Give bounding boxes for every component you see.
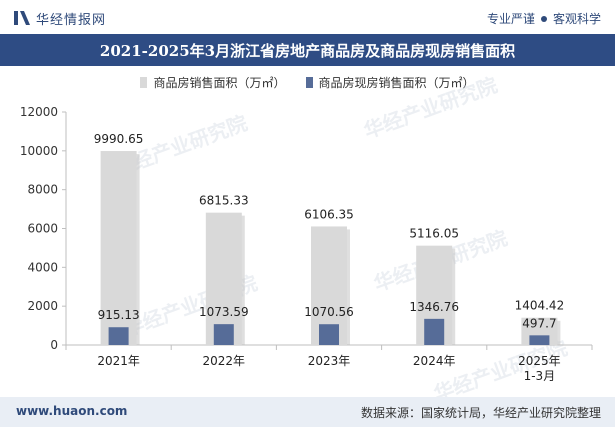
y-tick-label: 2000 [27, 299, 58, 313]
x-tick-label: 2024年 [413, 354, 456, 368]
brand-name: 华经情报网 [36, 12, 107, 28]
bar-spot [424, 318, 445, 345]
slogan-dot-icon [540, 15, 547, 22]
y-tick-label: 0 [50, 338, 58, 352]
legend-swatch-sales [140, 76, 148, 88]
data-label-sales: 6815.33 [199, 194, 249, 208]
y-tick-label: 8000 [27, 183, 58, 197]
legend-label-sales: 商品房销售面积（万㎡） [153, 75, 286, 90]
data-label-spot: 497.7 [522, 316, 556, 330]
bar-sales [100, 151, 137, 345]
top-bar: 华经情报网 专业严谨 客观科学 [0, 0, 615, 34]
x-tick-label: 2023年 [308, 354, 351, 368]
legend-label-spot: 商品房现房销售面积（万㎡） [318, 75, 475, 90]
y-tick-label: 10000 [20, 144, 58, 158]
footer: www.huaon.com 数据来源：国家统计局，华经产业研究院整理 [0, 397, 615, 427]
data-label-spot: 1346.76 [409, 300, 459, 314]
huajing-logo-icon [14, 11, 30, 25]
slogan-left: 专业严谨 [486, 12, 535, 26]
y-tick-label: 6000 [27, 222, 58, 236]
x-tick-label: 1-3月 [524, 369, 556, 383]
data-label-spot: 1073.59 [199, 305, 249, 319]
bar-spot [108, 327, 129, 345]
slogan: 专业严谨 客观科学 [487, 10, 601, 27]
legend-item-sales[interactable]: 商品房销售面积（万㎡） [140, 74, 286, 91]
footer-source: 数据来源：国家统计局，华经产业研究院整理 [360, 406, 601, 420]
bar-spot [213, 324, 234, 345]
footer-url[interactable]: www.huaon.com [16, 404, 128, 418]
bar-sales [205, 212, 242, 345]
data-label-sales: 1404.42 [515, 299, 565, 313]
bar-spot [529, 335, 550, 345]
bar-chart: 0 2000 4000 6000 8000 10000 12000 9990.65 915.13… [20, 105, 593, 383]
bar-spot [319, 324, 339, 345]
y-tick-label: 12000 [20, 105, 58, 119]
x-tick-label: 2021年 [97, 354, 140, 368]
legend-item-spot[interactable]: 商品房现房销售面积（万㎡） [305, 74, 475, 91]
data-label-sales: 6106.35 [304, 207, 354, 221]
legend: 商品房销售面积（万㎡） 商品房现房销售面积（万㎡） [0, 72, 615, 92]
legend-swatch-spot [305, 76, 313, 88]
brand[interactable]: 华经情报网 [14, 8, 106, 28]
data-label-sales: 5116.05 [409, 227, 459, 241]
x-tick-label: 2022年 [203, 354, 246, 368]
data-label-spot: 1070.56 [304, 305, 354, 319]
data-label-sales: 9990.65 [94, 132, 144, 146]
title-bar: 2021-2025年3月浙江省房地产商品房及商品房现房销售面积 [0, 34, 615, 66]
chart-title: 2021-2025年3月浙江省房地产商品房及商品房现房销售面积 [99, 41, 516, 60]
y-tick-label: 4000 [27, 260, 58, 274]
x-tick-label: 2025年 [518, 354, 561, 368]
data-label-spot: 915.13 [98, 308, 140, 322]
slogan-right: 客观科学 [552, 12, 601, 26]
